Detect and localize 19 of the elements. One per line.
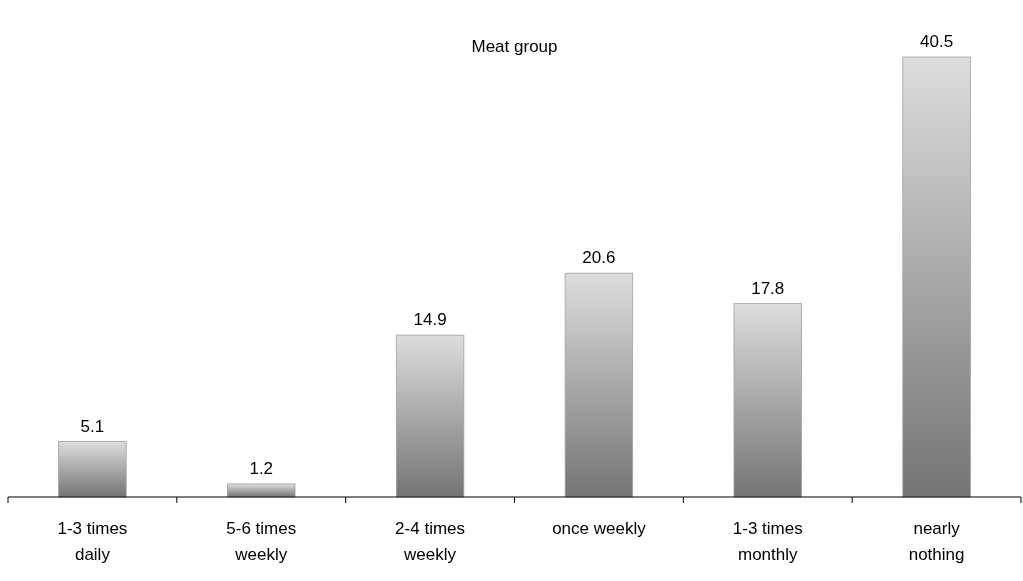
x-tick-label: 2-4 times weekly: [395, 519, 466, 564]
x-tick-label: 5-6 times weekly: [226, 519, 297, 564]
data-label: 17.8: [751, 278, 785, 298]
data-label: 14.9: [413, 310, 447, 330]
bar: [58, 441, 127, 498]
x-tick-label: once weekly: [552, 519, 647, 538]
x-tick-label: nearly nothing: [908, 519, 965, 564]
data-label: 40.5: [920, 32, 954, 51]
bar: [395, 334, 465, 498]
chart-title: Meat group: [471, 37, 558, 56]
bar: [902, 56, 971, 498]
data-label: 1.2: [249, 458, 274, 478]
bar: [564, 272, 634, 498]
bar: [227, 483, 296, 498]
data-label: 5.1: [80, 416, 105, 436]
x-tick-label: 1-3 times daily: [57, 519, 128, 564]
data-label: 20.6: [582, 248, 616, 268]
x-tick-label: 1-3 times monthly: [732, 519, 803, 564]
bar: [733, 303, 802, 498]
